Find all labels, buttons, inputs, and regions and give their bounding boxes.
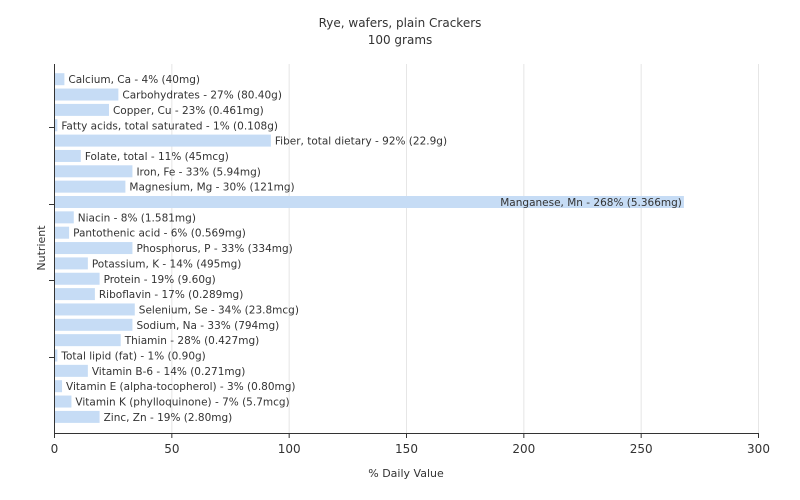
bar [55,303,135,316]
bar-label: Pantothenic acid - 6% (0.569mg) [73,228,246,240]
bar-label: Folate, total - 11% (45mcg) [85,151,229,163]
bar [55,364,88,377]
bar [55,134,271,147]
bar [55,180,126,193]
bar-label: Vitamin B-6 - 14% (0.271mg) [92,366,246,378]
bar-label: Copper, Cu - 23% (0.461mg) [113,105,264,117]
grid [171,64,759,433]
bar [55,288,95,301]
bar [55,165,133,178]
bar-label: Sodium, Na - 33% (794mg) [136,320,279,332]
bar-label: Vitamin E (alpha-tocopherol) - 3% (0.80m… [66,381,296,393]
bar [55,380,63,393]
bar [55,395,72,408]
bar-label: Selenium, Se - 34% (23.8mcg) [139,304,299,316]
bar [55,334,121,347]
x-axis-label: % Daily Value [368,467,444,480]
x-tick-label: 300 [747,442,770,456]
bar [55,73,65,86]
bar-label: Thiamin - 28% (0.427mg) [124,335,260,347]
bar-label: Carbohydrates - 27% (80.40g) [122,90,282,102]
bar-label: Zinc, Zn - 19% (2.80mg) [104,412,233,424]
bars: Calcium, Ca - 4% (40mg) Carbohydrates - 2… [55,73,684,424]
bar-label: Niacin - 8% (1.581mg) [78,212,196,224]
bar-label: Vitamin K (phylloquinone) - 7% (5.7mcg) [75,397,289,409]
bar [55,88,119,101]
bar-label: Potassium, K - 14% (495mg) [92,258,242,270]
bar [55,349,58,362]
bar-label: Total lipid (fat) - 1% (0.90g) [60,351,205,363]
bar-label: Iron, Fe - 33% (5.94mg) [136,166,260,178]
bar-label: Fiber, total dietary - 92% (22.9g) [275,136,447,148]
bar [55,149,81,162]
x-tick-label: 50 [164,442,179,456]
bar-label: Protein - 19% (9.60g) [104,274,216,286]
y-axis-label: Nutrient [35,225,48,271]
bar [55,257,88,270]
x-tick-label: 250 [630,442,653,456]
bar [55,196,684,208]
bar-label: Fatty acids, total saturated - 1% (0.108… [61,120,278,132]
bar-label: Magnesium, Mg - 30% (121mg) [129,182,294,194]
chart-title: Rye, wafers, plain Crackers [319,16,482,30]
bar [55,410,100,423]
bar-label: Phosphorus, P - 33% (334mg) [136,243,292,255]
chart-subtitle: 100 grams [368,33,433,47]
bar-label: Manganese, Mn - 268% (5.366mg) [500,197,682,209]
bar [55,226,70,239]
bar [55,272,100,285]
bar [55,103,109,116]
bar [55,318,133,331]
axes: 0 50 100 150 200 250 300 [49,64,770,456]
x-tick-label: 200 [512,442,535,456]
x-tick-label: 100 [278,442,301,456]
bar [55,211,74,224]
x-tick-label: 0 [51,442,59,456]
x-tick-label: 150 [395,442,418,456]
bar [55,242,133,255]
bar-label: Riboflavin - 17% (0.289mg) [99,289,243,301]
bar-label: Calcium, Ca - 4% (40mg) [68,74,200,86]
bar [55,119,58,132]
